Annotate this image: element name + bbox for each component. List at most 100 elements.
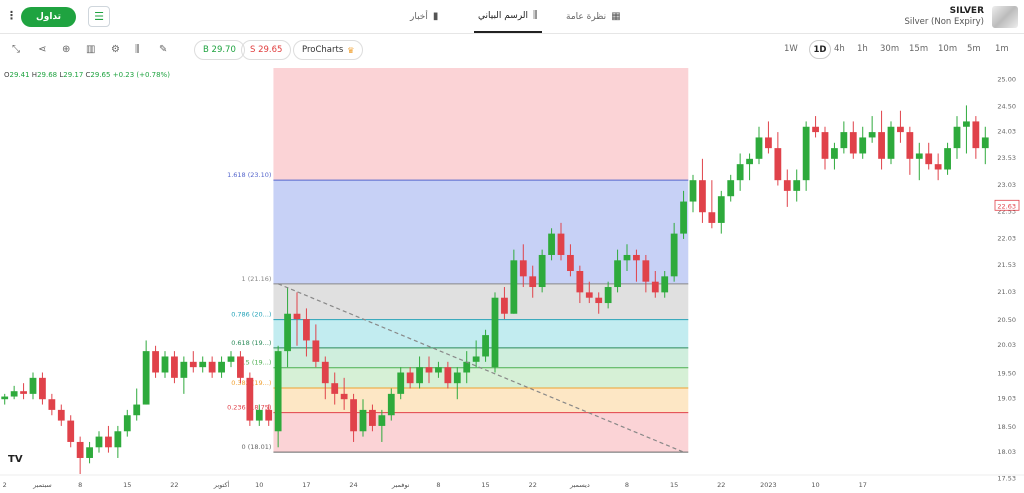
candle-body <box>10 391 18 397</box>
x-tick-label: ديسمبر <box>569 481 590 489</box>
trend-line <box>277 283 684 453</box>
timeframe-30m[interactable]: 30m <box>880 44 900 54</box>
x-tick-label: 8 <box>78 481 82 489</box>
candle-body <box>680 201 687 234</box>
procharts-label: ProCharts <box>302 45 344 55</box>
x-tick-label: 10 <box>255 481 263 489</box>
grid-icon: ▦ <box>611 11 621 22</box>
candle-body <box>699 180 706 213</box>
fib-label: 0.618 (19...) <box>231 339 271 347</box>
timeframe-10m[interactable]: 10m <box>938 44 958 54</box>
candle-body <box>953 126 961 149</box>
candle-body <box>397 372 405 394</box>
candle-body <box>142 351 150 405</box>
candle-body <box>538 254 546 288</box>
candle-body <box>614 260 621 288</box>
candle-body <box>340 393 348 400</box>
candle-body <box>651 281 659 293</box>
crown-icon: ♛ <box>347 45 355 55</box>
candle-body <box>623 254 631 261</box>
candle-body <box>859 137 867 154</box>
x-tick-label: 2023 <box>760 481 777 489</box>
candle-body <box>633 254 640 261</box>
candle-body <box>425 367 433 373</box>
fib-zone-0-5 <box>273 367 689 388</box>
candle-body <box>199 361 207 368</box>
candle-body <box>321 361 329 384</box>
candle-body <box>812 126 819 133</box>
x-tick-label: أكتوبر <box>213 480 230 489</box>
y-tick-label: 23.53 <box>997 154 1016 162</box>
x-tick-label: 17 <box>859 481 867 489</box>
candle-body <box>482 335 489 357</box>
candle-body <box>567 254 574 271</box>
candle-body <box>708 212 716 223</box>
settings-icon[interactable]: ⚙ <box>111 44 120 55</box>
procharts-button[interactable]: ProCharts ♛ <box>293 40 364 60</box>
draw-icon[interactable]: ✎ <box>159 44 168 55</box>
fib-zone-1-618 <box>273 180 689 284</box>
candle-body <box>755 137 763 159</box>
collapse-icon[interactable]: ⤡ <box>12 44 20 55</box>
candle-body <box>604 287 612 304</box>
y-tick-label: 22.03 <box>997 234 1016 242</box>
y-tick-label: 24.50 <box>997 102 1016 110</box>
order-list-icon[interactable]: ☰ <box>88 6 110 27</box>
chart-type-icon[interactable]: ⫼ <box>135 44 140 55</box>
fib-zone-0-382 <box>273 387 689 413</box>
y-tick-label: 23.03 <box>997 181 1016 189</box>
candle-body <box>802 126 810 181</box>
candle-body <box>972 121 980 149</box>
candle-body <box>189 361 197 368</box>
candle-body <box>359 409 367 432</box>
candle-body <box>227 356 235 362</box>
trade-button[interactable]: تداول <box>21 7 76 27</box>
candle-body <box>915 153 923 159</box>
candle-body <box>57 409 65 421</box>
candle-body <box>303 319 310 341</box>
tab-overview[interactable]: نظرة عامة ▦ <box>566 0 621 33</box>
fib-label: 0 (18.01) <box>242 443 272 451</box>
timeframe-1w[interactable]: 1W <box>784 44 798 54</box>
fib-zone-top <box>273 68 689 181</box>
candle-body <box>765 137 772 149</box>
silver-bar-logo <box>992 6 1018 28</box>
top-bar: ⋮ تداول ☰ أخبار ▮ الرسم البياني ⫼ نظرة ع… <box>0 0 1024 34</box>
x-tick-label: 15 <box>481 481 489 489</box>
indicators-icon[interactable]: ▥ <box>86 44 96 55</box>
timeframe-1h[interactable]: 1h <box>857 44 868 54</box>
sell-price-button[interactable]: S 29.65 <box>241 40 292 60</box>
candle-body <box>453 372 461 384</box>
candle-body <box>312 340 320 362</box>
tab-news-label: أخبار <box>410 11 428 22</box>
timeframe-1d[interactable]: 1D <box>809 40 831 59</box>
candle-body <box>171 356 178 378</box>
timeframe-5m[interactable]: 5m <box>967 44 981 54</box>
candle-body <box>274 351 282 432</box>
ohlc-open-label: O <box>4 71 10 79</box>
candle-body <box>849 132 857 154</box>
candle-body <box>105 436 112 448</box>
ohlc-high: 29.68 <box>37 71 58 79</box>
candle-body <box>689 180 697 202</box>
candle-body <box>840 132 848 149</box>
candle-body <box>717 196 725 223</box>
timeframe-4h[interactable]: 4h <box>834 44 845 54</box>
candle-body <box>529 276 537 288</box>
tab-chart[interactable]: الرسم البياني ⫼ <box>474 0 542 33</box>
fib-label: 0.5 (19...) <box>239 359 271 367</box>
share-icon[interactable]: ⋖ <box>38 44 47 55</box>
candle-body <box>472 356 480 362</box>
more-options-icon[interactable]: ⋮ <box>6 9 17 22</box>
x-tick-label: 17 <box>302 481 310 489</box>
tradingview-logo: TV <box>8 454 23 465</box>
y-tick-label: 21.03 <box>997 288 1016 296</box>
ohlc-high-label: H <box>31 71 38 79</box>
buy-price-button[interactable]: B 29.70 <box>194 40 245 60</box>
timeframe-15m[interactable]: 15m <box>909 44 929 54</box>
candle-body <box>76 441 84 458</box>
add-icon[interactable]: ⊕ <box>62 44 71 55</box>
timeframe-1m[interactable]: 1m <box>995 44 1009 54</box>
price-chart[interactable]: 1.618 (23.10) 1 (21.16) 0.786 (20...) 0.618… <box>0 64 1024 493</box>
tab-news[interactable]: أخبار ▮ <box>410 0 438 33</box>
